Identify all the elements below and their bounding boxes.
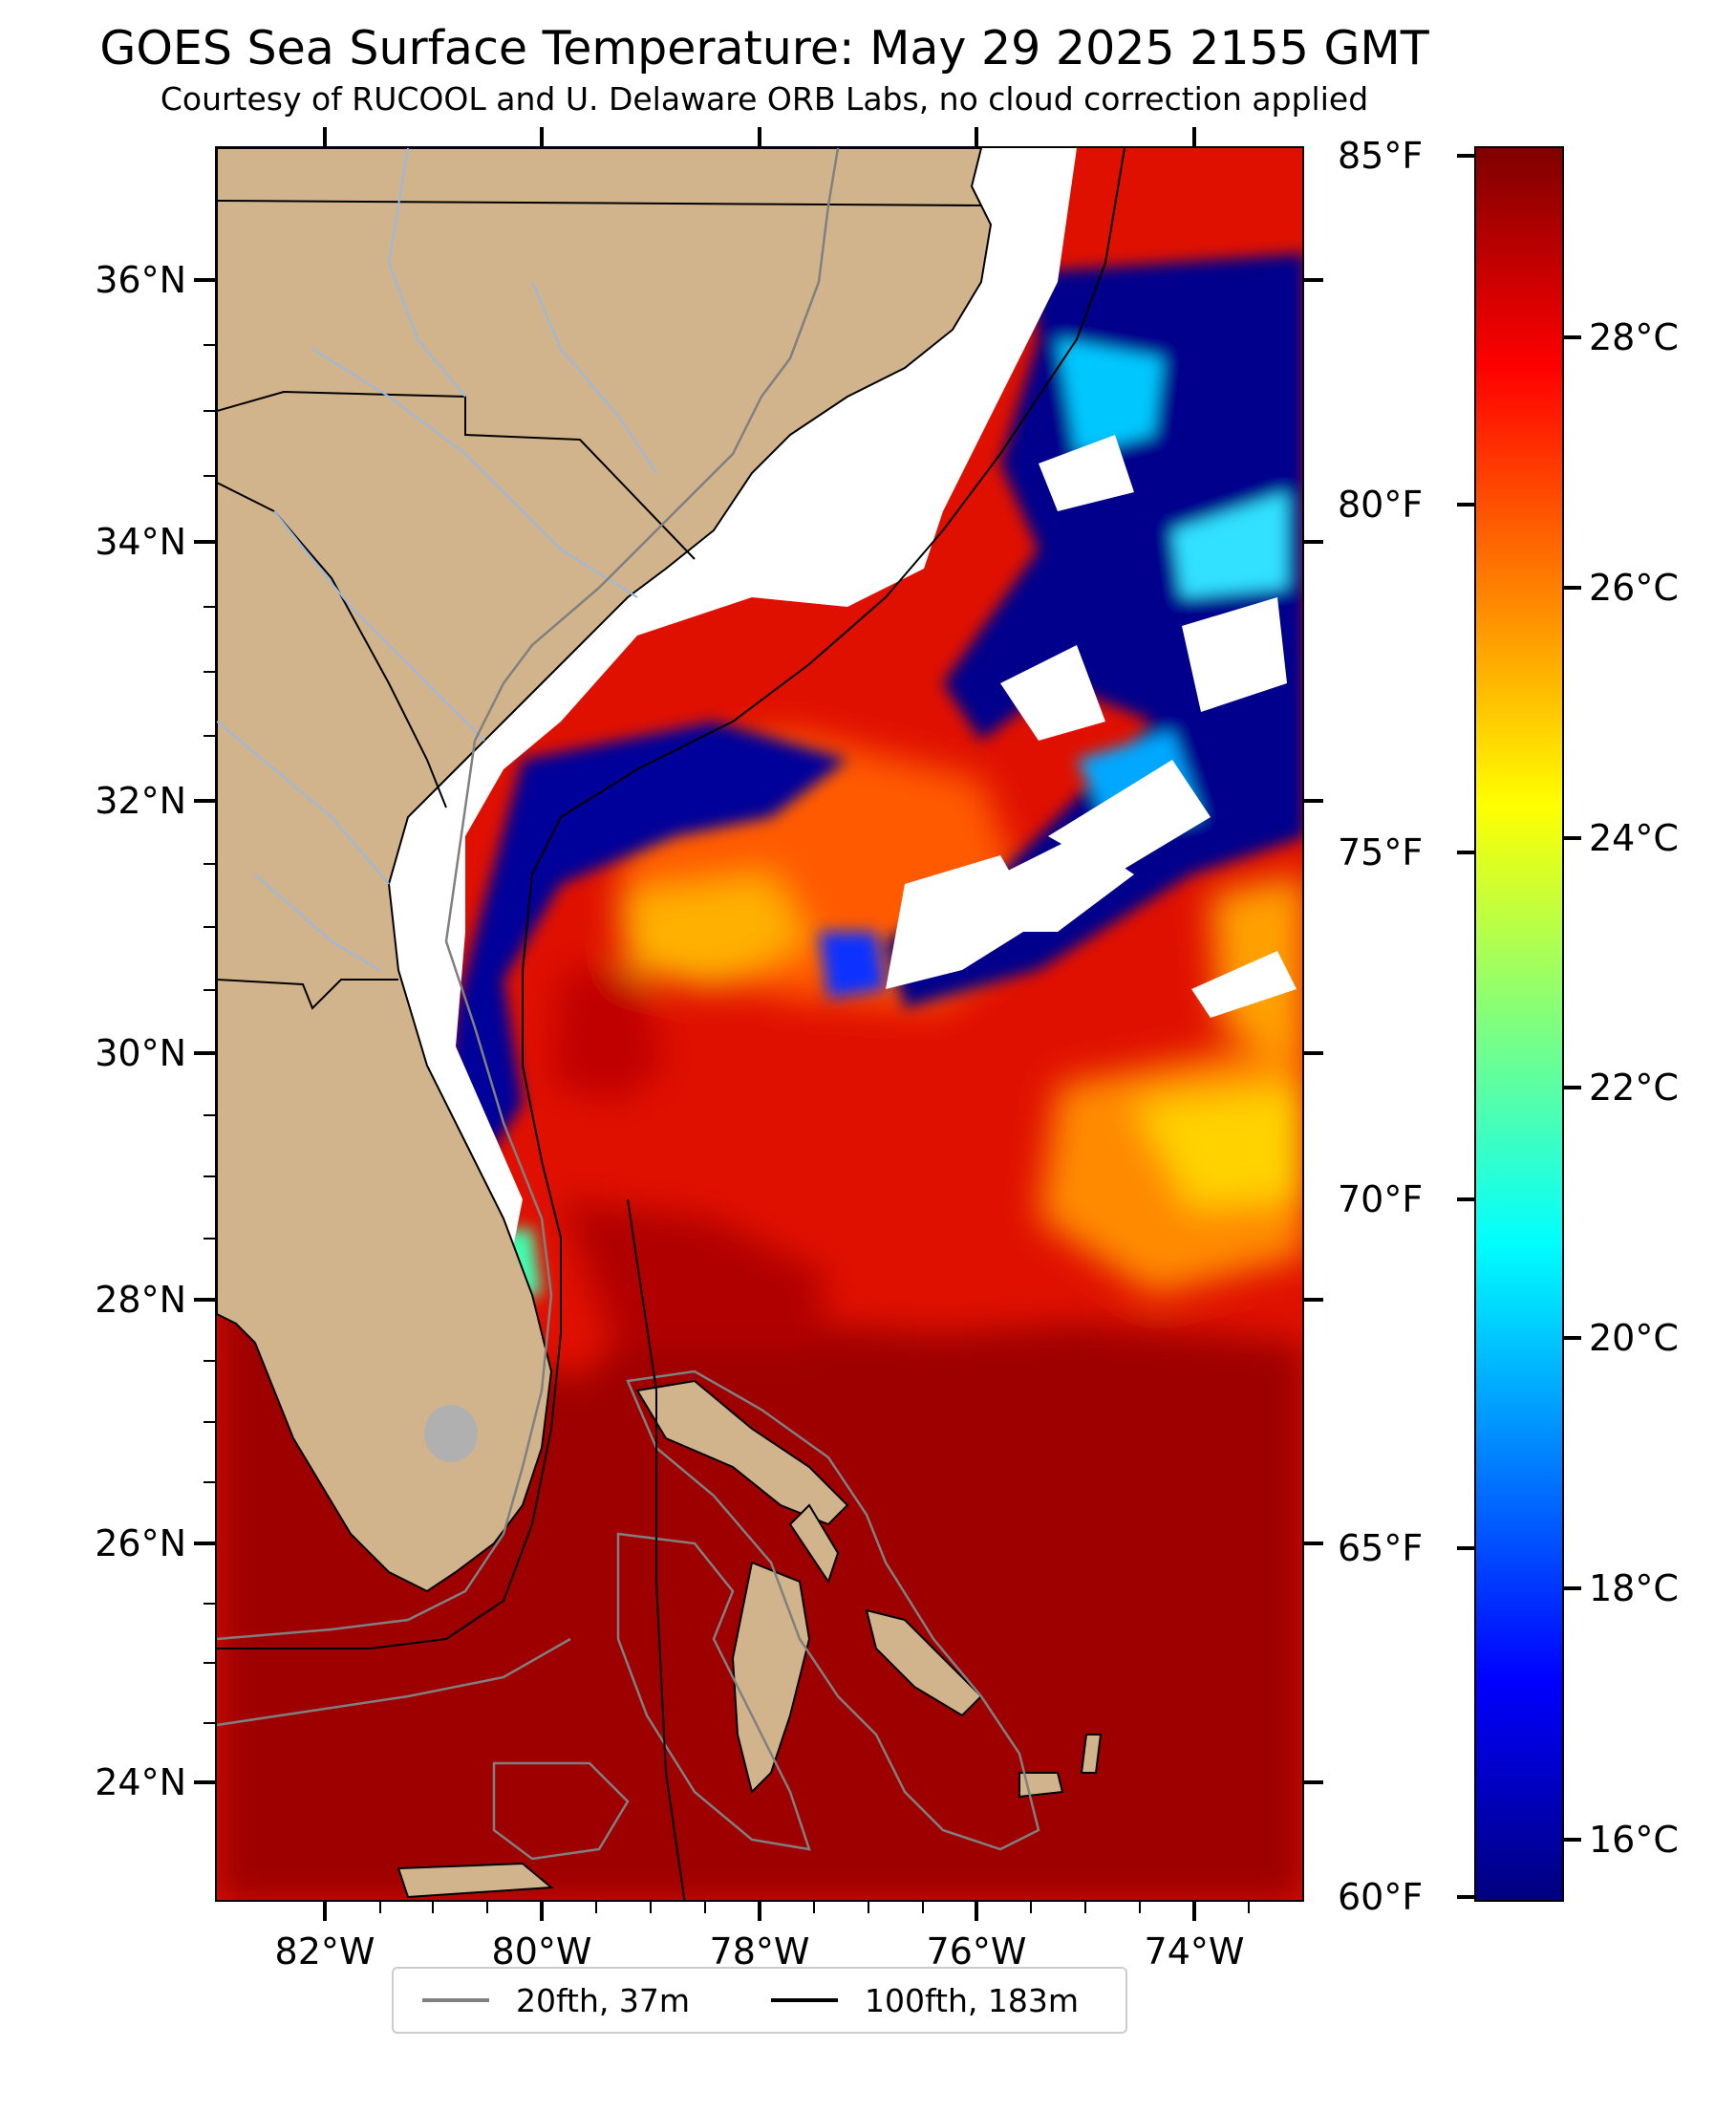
lat-label-34n: 34°N <box>95 521 186 563</box>
colorbar-label-18c: 18°C <box>1589 1567 1679 1609</box>
legend-swatch-100fth <box>771 1998 838 2002</box>
legend-label-20fth: 20fth, 37m <box>516 1981 690 2019</box>
legend-label-100fth: 100fth, 183m <box>865 1981 1079 2019</box>
legend-swatch-20fth <box>422 1998 489 2002</box>
lat-label-30n: 30°N <box>95 1032 186 1074</box>
colorbar-label-80f: 80°F <box>1338 484 1424 526</box>
isobath-20fth <box>217 148 1040 1861</box>
colorbar-label-16c: 16°C <box>1589 1819 1679 1861</box>
map-title: GOES Sea Surface Temperature: May 29 202… <box>99 21 1429 75</box>
colorbar-label-22c: 22°C <box>1589 1067 1679 1109</box>
lat-label-32n: 32°N <box>95 780 186 822</box>
lat-label-24n: 24°N <box>95 1761 186 1803</box>
colorbar-label-75f: 75°F <box>1338 831 1424 873</box>
legend-item-20fth: 20fth, 37m <box>422 1969 690 2032</box>
sst-map[interactable] <box>215 146 1304 1902</box>
colorbar-label-65f: 65°F <box>1338 1527 1424 1569</box>
lon-label-76w: 76°W <box>926 1930 1027 1973</box>
map-subtitle: Courtesy of RUCOOL and U. Delaware ORB L… <box>160 80 1369 118</box>
colorbar-label-60f: 60°F <box>1338 1876 1424 1918</box>
bahamas-islands <box>396 1379 1103 1899</box>
colorbar-label-20c: 20°C <box>1589 1317 1679 1359</box>
lon-label-78w: 78°W <box>709 1930 810 1973</box>
sst-map-graphic <box>217 148 1302 1900</box>
lat-label-26n: 26°N <box>95 1522 186 1564</box>
lon-label-82w: 82°W <box>274 1930 375 1973</box>
colorbar-label-26c: 26°C <box>1589 567 1679 609</box>
colorbar-label-24c: 24°C <box>1589 817 1679 859</box>
lon-label-80w: 80°W <box>491 1930 592 1973</box>
temperature-colorbar <box>1474 146 1564 1902</box>
lat-label-36n: 36°N <box>95 259 186 301</box>
colorbar-label-28c: 28°C <box>1589 316 1679 358</box>
lake-okeechobee <box>424 1405 478 1462</box>
legend-item-100fth: 100fth, 183m <box>771 1969 1079 2032</box>
colorbar-label-70f: 70°F <box>1338 1178 1424 1220</box>
no-data-clouds <box>274 148 1077 1343</box>
colorbar-label-85f: 85°F <box>1338 135 1424 177</box>
mainland-land <box>217 148 993 1593</box>
isobath-legend: 20fth, 37m 100fth, 183m <box>392 1967 1127 2034</box>
lat-label-28n: 28°N <box>95 1279 186 1321</box>
isobath-100fth <box>217 148 1125 1649</box>
lon-label-74w: 74°W <box>1144 1930 1245 1973</box>
